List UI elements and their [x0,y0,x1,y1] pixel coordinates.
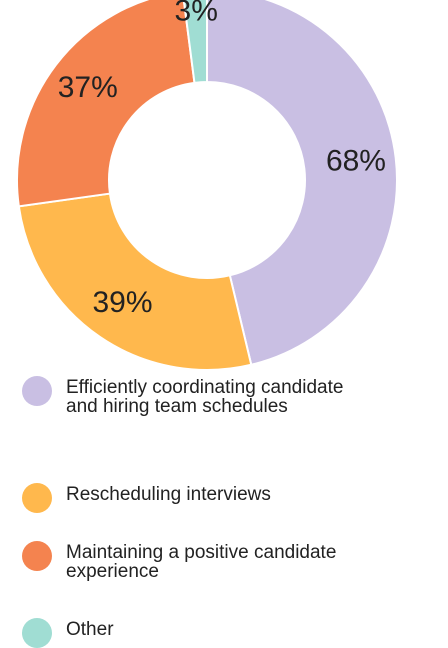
chart: 68% 39% 37% 3% [16,0,398,370]
legend-label: Maintaining a positive candidate experie… [66,542,337,582]
legend-label: Efficiently coordinating candidate and h… [66,377,344,417]
legend-swatch [22,483,52,513]
slice [206,0,398,366]
slice [16,0,196,208]
legend-swatch [22,376,52,406]
legend-swatch [22,618,52,648]
legend-swatch [22,541,52,571]
slice [182,0,208,84]
value-label: 39% [92,286,152,319]
value-label: 68% [326,144,386,177]
legend-item: Maintaining a positive candidate experie… [22,541,366,582]
slice [17,192,253,370]
legend-label: Other [66,619,114,640]
value-label: 37% [58,71,118,104]
legend-item: Rescheduling interviews [22,483,366,513]
value-label: 3% [175,0,218,27]
legend-item: Other [22,618,366,648]
legend-label: Rescheduling interviews [66,484,271,505]
legend-item: Efficiently coordinating candidate and h… [22,376,366,417]
